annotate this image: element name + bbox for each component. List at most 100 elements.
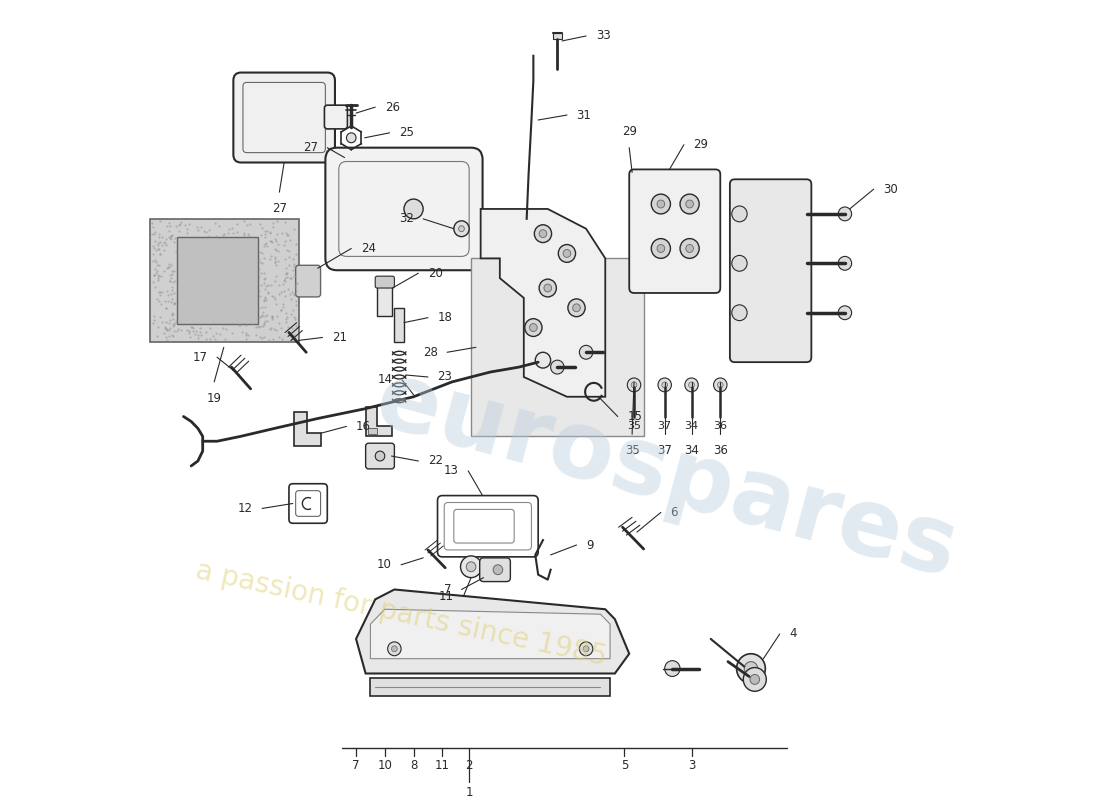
- Text: 23: 23: [438, 370, 452, 383]
- Text: 25: 25: [399, 126, 414, 139]
- Circle shape: [539, 230, 547, 238]
- Circle shape: [714, 378, 727, 392]
- Circle shape: [680, 194, 700, 214]
- Text: 33: 33: [596, 30, 611, 42]
- Text: 11: 11: [434, 759, 450, 772]
- Text: 6: 6: [670, 506, 678, 519]
- Circle shape: [404, 199, 424, 219]
- Circle shape: [732, 305, 747, 321]
- Text: 29: 29: [621, 125, 637, 138]
- Text: 21: 21: [332, 331, 348, 344]
- Circle shape: [536, 352, 551, 368]
- Text: 31: 31: [576, 109, 592, 122]
- Text: 18: 18: [438, 311, 452, 324]
- Text: 34: 34: [684, 444, 699, 457]
- Text: 14: 14: [377, 374, 393, 386]
- FancyBboxPatch shape: [375, 276, 395, 288]
- Circle shape: [539, 279, 557, 297]
- FancyBboxPatch shape: [296, 266, 320, 297]
- FancyBboxPatch shape: [365, 443, 395, 469]
- FancyBboxPatch shape: [480, 558, 510, 582]
- Circle shape: [685, 245, 693, 253]
- Text: 2: 2: [465, 759, 473, 772]
- Circle shape: [563, 250, 571, 258]
- Circle shape: [627, 378, 640, 392]
- Text: 22: 22: [428, 454, 443, 467]
- Circle shape: [732, 206, 747, 222]
- Text: 27: 27: [302, 141, 318, 154]
- Circle shape: [685, 378, 698, 392]
- Bar: [552, 33, 562, 39]
- Circle shape: [657, 245, 664, 253]
- Text: 15: 15: [627, 410, 642, 423]
- Text: 32: 32: [398, 212, 414, 226]
- Text: 29: 29: [693, 138, 708, 151]
- Circle shape: [689, 382, 694, 388]
- FancyBboxPatch shape: [324, 105, 348, 129]
- FancyBboxPatch shape: [629, 170, 720, 293]
- Circle shape: [838, 256, 851, 270]
- Circle shape: [717, 382, 723, 388]
- Circle shape: [744, 667, 767, 691]
- Text: 26: 26: [385, 101, 399, 114]
- Polygon shape: [356, 590, 629, 674]
- Bar: [177, 237, 258, 324]
- Text: eurospares: eurospares: [365, 354, 967, 598]
- Bar: [377, 278, 393, 316]
- Circle shape: [535, 225, 551, 242]
- Text: 7: 7: [444, 583, 452, 596]
- Circle shape: [375, 451, 385, 461]
- FancyBboxPatch shape: [233, 73, 336, 162]
- Circle shape: [838, 306, 851, 320]
- FancyBboxPatch shape: [326, 148, 483, 270]
- Text: 10: 10: [376, 558, 392, 571]
- Text: 20: 20: [428, 266, 443, 280]
- Text: a passion for parts since 1985: a passion for parts since 1985: [194, 557, 609, 671]
- Circle shape: [454, 221, 470, 237]
- Circle shape: [745, 662, 758, 675]
- Text: 13: 13: [443, 464, 459, 478]
- Circle shape: [664, 661, 680, 677]
- Circle shape: [543, 284, 551, 292]
- Circle shape: [838, 207, 851, 221]
- Circle shape: [392, 646, 397, 652]
- Circle shape: [466, 562, 476, 572]
- Text: 9: 9: [586, 538, 594, 551]
- Circle shape: [750, 674, 760, 684]
- Text: 28: 28: [422, 346, 438, 358]
- Circle shape: [529, 324, 537, 331]
- Text: 34: 34: [684, 422, 699, 431]
- Circle shape: [461, 556, 482, 578]
- Circle shape: [583, 646, 588, 652]
- Text: 30: 30: [883, 182, 898, 196]
- Circle shape: [493, 565, 503, 574]
- Text: 37: 37: [658, 444, 672, 457]
- Bar: [371, 678, 611, 696]
- Text: 35: 35: [627, 422, 641, 431]
- Text: 36: 36: [713, 422, 727, 431]
- FancyBboxPatch shape: [150, 219, 298, 342]
- Text: 4: 4: [790, 627, 796, 641]
- Text: 17: 17: [192, 350, 208, 364]
- Polygon shape: [365, 406, 393, 436]
- Circle shape: [568, 299, 585, 317]
- Circle shape: [657, 200, 664, 208]
- FancyBboxPatch shape: [730, 179, 812, 362]
- Circle shape: [573, 304, 581, 312]
- Text: 12: 12: [238, 502, 253, 515]
- Circle shape: [631, 382, 637, 388]
- Circle shape: [525, 318, 542, 337]
- Text: 10: 10: [377, 759, 393, 772]
- Bar: [395, 308, 404, 342]
- Circle shape: [680, 238, 700, 258]
- Text: 1: 1: [465, 786, 473, 798]
- Bar: [367, 428, 377, 434]
- Circle shape: [651, 238, 670, 258]
- Circle shape: [580, 642, 593, 656]
- Text: 36: 36: [713, 444, 728, 457]
- Circle shape: [732, 255, 747, 271]
- Circle shape: [459, 226, 464, 232]
- Polygon shape: [481, 209, 605, 397]
- Circle shape: [387, 642, 402, 656]
- Text: 24: 24: [361, 242, 376, 255]
